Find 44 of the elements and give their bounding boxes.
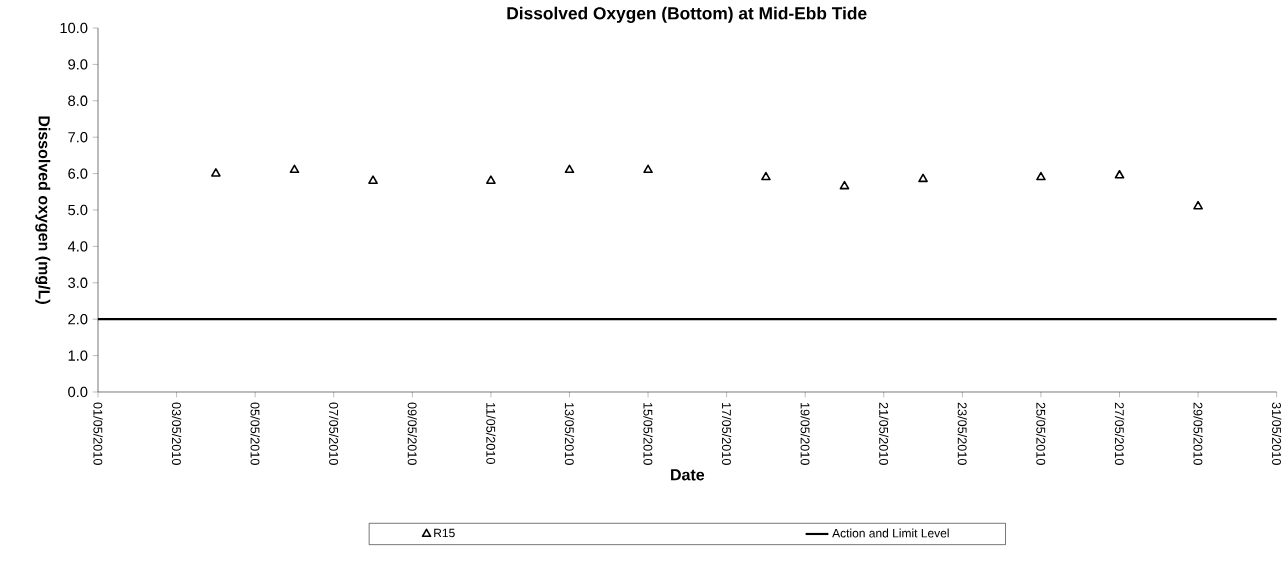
y-tick-label: 10.0 (60, 22, 88, 34)
legend-label: R15 (434, 528, 455, 538)
x-tick-label: 11/05/2010 (486, 403, 496, 464)
x-tick-label: 03/05/2010 (171, 402, 182, 465)
y-tick-label: 7.0 (68, 132, 88, 143)
point (1193, 200, 1203, 210)
x-tick-label: 13/05/2010 (564, 403, 575, 465)
point (918, 173, 928, 183)
x-tick-label: 29/05/2010 (1193, 402, 1203, 465)
x-tick-label: 05/05/2010 (250, 402, 260, 465)
point (761, 171, 771, 181)
y-tick-label: 5.0 (68, 204, 88, 216)
x-tick-label: 01/05/2010 (93, 402, 103, 465)
x-tick-label: 27/05/2010 (1114, 402, 1125, 465)
point (289, 164, 300, 174)
chart-title: Dissolved Oxygen (Bottom) at Mid-Ebb Tide (507, 6, 867, 23)
y-tick-label: 9.0 (68, 59, 88, 70)
point (839, 180, 850, 190)
x-tick-label: 21/05/2010 (879, 402, 889, 465)
y-tick-label: 8.0 (68, 95, 88, 106)
y-axis-title: Dissolved oxygen (mg/L) (35, 116, 51, 304)
y-tick-label: 0.0 (68, 386, 88, 398)
y-tick-label: 1.0 (68, 350, 88, 361)
point (564, 164, 575, 174)
x-tick-label: 15/05/2010 (643, 403, 653, 465)
x-tick-label: 19/05/2010 (800, 403, 810, 465)
x-tick-label: 31/05/2010 (1272, 402, 1282, 465)
point (1036, 171, 1046, 181)
y-tick-label: 4.0 (67, 241, 88, 252)
point (486, 175, 496, 185)
x-tick-label: 23/05/2010 (957, 402, 968, 465)
x-tick-label: 07/05/2010 (329, 402, 339, 465)
legend-label: Action and Limit Level (832, 528, 949, 538)
point (1114, 169, 1125, 179)
x-axis-title: Date (671, 469, 705, 481)
x-tick-label: 09/05/2010 (407, 402, 417, 465)
x-tick-label: 17/05/2010 (721, 403, 732, 465)
y-tick-label: 3.0 (68, 277, 88, 288)
point (368, 175, 378, 185)
point (211, 168, 221, 177)
y-tick-label: 2.0 (68, 314, 88, 325)
x-tick-label: 25/05/2010 (1036, 402, 1046, 465)
y-tick-label: 6.0 (68, 168, 88, 179)
point (643, 164, 653, 174)
